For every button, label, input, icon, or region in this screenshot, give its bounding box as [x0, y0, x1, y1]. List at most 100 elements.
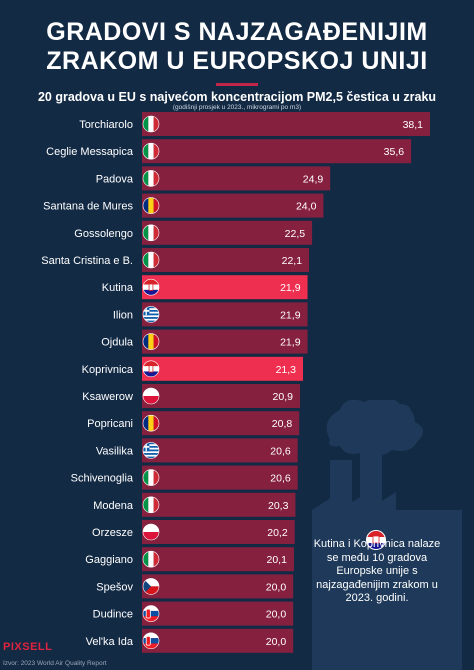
flag-ring: [142, 115, 160, 133]
chart-title: GRADOVI S NAJZAGAĐENIJIM ZRAKOM U EUROPS…: [0, 18, 474, 76]
flag-shield: [148, 365, 154, 373]
title-line-2: ZRAKOM U EUROPSKOJ UNIJI: [46, 47, 428, 75]
value-label: 21,3: [276, 364, 297, 376]
bar: [142, 438, 298, 463]
value-label: 20,0: [266, 609, 287, 621]
flag-stripe: [153, 252, 159, 268]
category-label: Spešov: [96, 581, 133, 593]
bar: [142, 166, 331, 191]
flag-shield: [145, 635, 151, 646]
flag-ring: [142, 170, 160, 187]
flag-stripe: [143, 616, 159, 622]
flag-stripe: [148, 469, 154, 486]
flag-stripe: [143, 610, 159, 617]
bar: [142, 329, 308, 354]
flag-greece-icon: [143, 442, 159, 459]
value-label: 20,3: [268, 500, 289, 512]
flag-stripe: [143, 445, 159, 448]
flag-stripe: [143, 333, 149, 350]
flag-stripe: [143, 453, 159, 456]
flag-ring: [142, 578, 160, 595]
flag-stripe: [148, 496, 154, 513]
flag-stripe: [143, 524, 159, 532]
flag-croatia-icon: [143, 360, 159, 377]
flag-italy-icon: [143, 170, 159, 187]
value-label: 22,5: [285, 228, 306, 240]
category-label: Santa Cristina e B.: [41, 255, 133, 267]
flag-stripe: [148, 116, 154, 132]
flag-stripe: [143, 388, 159, 396]
flag-stripe: [143, 313, 159, 316]
bar: [142, 275, 308, 300]
flag-stripe: [143, 496, 149, 513]
flag-italy-icon: [143, 469, 159, 486]
flag-stripe: [143, 197, 149, 214]
category-label: Gaggiano: [85, 554, 133, 566]
flag-stripe: [143, 632, 159, 639]
flag-stripe: [143, 279, 159, 285]
flag-stripe: [143, 143, 149, 160]
flag-stripe: [143, 456, 159, 459]
bar: [142, 193, 324, 218]
flag-stripe: [148, 415, 154, 432]
flag-stripe: [143, 605, 159, 611]
flag-slovakia-icon: [143, 605, 159, 622]
category-label: Dudince: [93, 609, 133, 621]
category-label: Vasilika: [96, 445, 134, 457]
brand-logo: PIXSELL: [3, 641, 53, 653]
flag-ring: [142, 224, 160, 242]
flag-ring: [142, 442, 160, 459]
bar: [142, 520, 295, 544]
category-label: Gossolengo: [74, 228, 133, 240]
flag-stripe: [153, 143, 159, 160]
value-label: 20,6: [270, 473, 291, 485]
category-label: Torchiarolo: [79, 119, 133, 131]
flag-stripe: [153, 197, 159, 214]
value-label: 35,6: [384, 146, 405, 158]
flag-stripe: [143, 315, 159, 318]
flag-italy-icon: [143, 116, 159, 132]
flag-greece-icon: [143, 306, 159, 323]
flag-stripe: [148, 333, 154, 350]
value-label: 24,9: [303, 173, 324, 185]
category-label: Schivenoglia: [71, 473, 134, 485]
category-label: Koprivnica: [82, 364, 134, 376]
bar: [142, 574, 294, 599]
callout-croatia-flag-icon: [366, 530, 386, 550]
flag-stripe: [143, 309, 159, 312]
flag-romania-icon: [143, 415, 159, 432]
flag-stripe: [143, 306, 159, 309]
flag-stripe: [143, 320, 159, 323]
value-label: 20,6: [270, 445, 291, 457]
flag-stripe: [143, 586, 159, 595]
flag-stripe: [143, 449, 159, 452]
flag-ring: [142, 632, 160, 650]
flag-ring: [142, 197, 160, 214]
flag-stripe: [148, 551, 154, 568]
value-label: 38,1: [403, 119, 424, 131]
flag-stripe: [143, 638, 159, 644]
flag-stripe: [143, 116, 149, 132]
flag-stripe: [148, 143, 154, 160]
flag-stripe: [143, 371, 159, 377]
flag-italy-icon: [143, 143, 159, 160]
value-label: 20,0: [266, 636, 287, 648]
flag-ring: [142, 414, 160, 432]
flag-poland-icon: [143, 524, 159, 540]
flag-croatia-icon: [143, 279, 159, 296]
bar: [142, 112, 430, 136]
flag-stripe: [143, 360, 159, 367]
bar: [142, 139, 412, 164]
bar: [142, 356, 304, 381]
bar: [142, 628, 294, 653]
flag-stripe: [148, 197, 154, 214]
value-label: 20,8: [272, 418, 293, 430]
flag-italy-icon: [143, 496, 159, 513]
value-label: 20,1: [266, 554, 287, 566]
flag-stripe: [143, 415, 149, 432]
flag-ring: [142, 306, 160, 323]
bar: [142, 384, 300, 408]
bar: [142, 601, 294, 626]
flag-stripe: [148, 252, 154, 268]
